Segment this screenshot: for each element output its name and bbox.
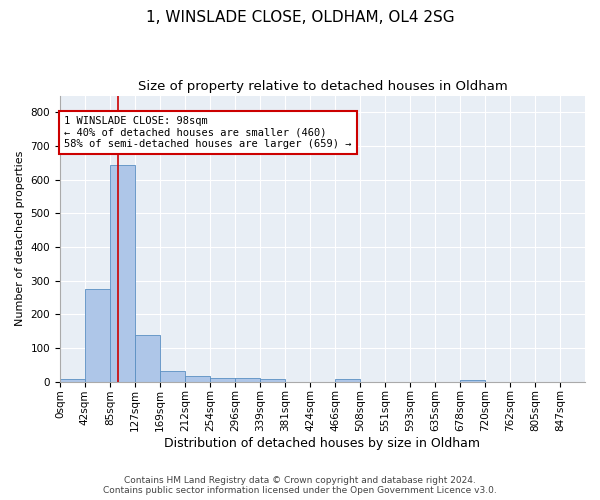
Text: Contains HM Land Registry data © Crown copyright and database right 2024.
Contai: Contains HM Land Registry data © Crown c… [103,476,497,495]
Text: 1, WINSLADE CLOSE, OLDHAM, OL4 2SG: 1, WINSLADE CLOSE, OLDHAM, OL4 2SG [146,10,454,25]
Bar [135,334,160,382]
Bar [335,380,360,382]
Bar [60,380,85,382]
Bar [235,378,260,382]
Bar [185,376,210,382]
Bar [160,370,185,382]
X-axis label: Distribution of detached houses by size in Oldham: Distribution of detached houses by size … [164,437,481,450]
Title: Size of property relative to detached houses in Oldham: Size of property relative to detached ho… [137,80,508,93]
Bar [210,378,235,382]
Bar [85,289,110,382]
Text: 1 WINSLADE CLOSE: 98sqm
← 40% of detached houses are smaller (460)
58% of semi-d: 1 WINSLADE CLOSE: 98sqm ← 40% of detache… [64,116,352,149]
Bar [110,164,135,382]
Bar [460,380,485,382]
Bar [260,378,285,382]
Y-axis label: Number of detached properties: Number of detached properties [15,151,25,326]
